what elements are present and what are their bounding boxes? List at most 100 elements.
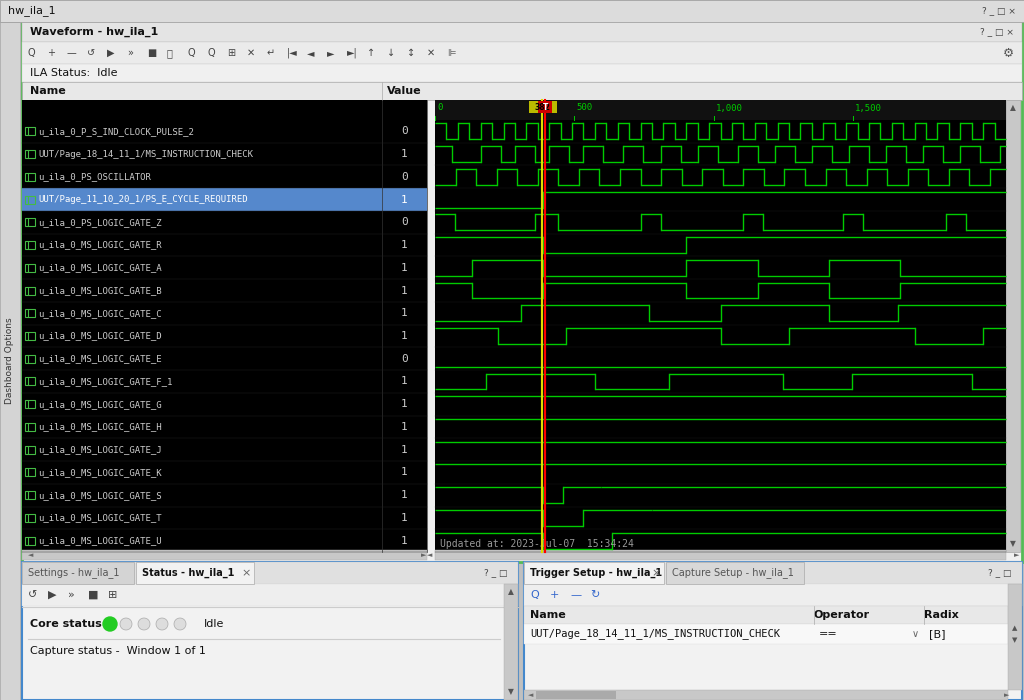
Bar — [25, 218, 35, 226]
Text: u_ila_0_MS_LOGIC_GATE_S: u_ila_0_MS_LOGIC_GATE_S — [38, 491, 162, 500]
Text: hw_ila_1: hw_ila_1 — [8, 6, 55, 17]
Text: u_ila_0_MS_LOGIC_GATE_A: u_ila_0_MS_LOGIC_GATE_A — [38, 263, 162, 272]
Bar — [524, 606, 1008, 624]
Text: T: T — [543, 102, 548, 111]
Text: u_ila_0_MS_LOGIC_GATE_B: u_ila_0_MS_LOGIC_GATE_B — [38, 286, 162, 295]
Text: 1,000: 1,000 — [716, 104, 742, 113]
Text: 1: 1 — [401, 490, 408, 500]
Bar — [25, 173, 35, 181]
Bar — [22, 550, 427, 560]
Bar — [25, 423, 35, 431]
Text: —: — — [67, 48, 77, 58]
Text: Capture status -  Window 1 of 1: Capture status - Window 1 of 1 — [30, 646, 206, 656]
Text: Value: Value — [387, 86, 422, 96]
Text: ◄: ◄ — [28, 552, 34, 558]
Text: UUT/Page_18_14_11_1/MS_INSTRUCTION_CHECK: UUT/Page_18_14_11_1/MS_INSTRUCTION_CHECK — [530, 629, 780, 640]
Text: 1: 1 — [401, 468, 408, 477]
Text: Dashboard Options: Dashboard Options — [5, 318, 14, 405]
Text: ✕: ✕ — [247, 48, 255, 58]
Bar — [524, 584, 1022, 606]
Text: ⊞: ⊞ — [108, 590, 118, 600]
Text: ⊞: ⊞ — [227, 48, 236, 58]
Bar — [1006, 100, 1020, 552]
Text: ? _ □: ? _ □ — [484, 568, 508, 578]
Text: 382: 382 — [535, 102, 551, 111]
Circle shape — [138, 618, 150, 630]
Bar — [25, 400, 35, 408]
Text: u_ila_0_PS_OSCILLATOR: u_ila_0_PS_OSCILLATOR — [38, 172, 151, 181]
Text: 1: 1 — [401, 262, 408, 273]
Text: 500: 500 — [577, 104, 593, 113]
Text: u_ila_0_MS_LOGIC_GATE_G: u_ila_0_MS_LOGIC_GATE_G — [38, 400, 162, 409]
Text: u_ila_0_MS_LOGIC_GATE_H: u_ila_0_MS_LOGIC_GATE_H — [38, 422, 162, 431]
Text: ↻: ↻ — [590, 590, 599, 600]
Text: Updated at: 2023-Jul-07  15:34:24: Updated at: 2023-Jul-07 15:34:24 — [440, 539, 634, 549]
Text: Name: Name — [30, 86, 66, 96]
Bar — [136, 562, 254, 584]
Text: 0: 0 — [401, 127, 408, 136]
Text: u_ila_0_P_S_IND_CLOCK_PULSE_2: u_ila_0_P_S_IND_CLOCK_PULSE_2 — [38, 127, 194, 136]
Text: 0: 0 — [437, 104, 442, 113]
Bar — [25, 355, 35, 363]
Text: Status - hw_ila_1: Status - hw_ila_1 — [142, 568, 234, 578]
Circle shape — [120, 618, 132, 630]
Text: ↺: ↺ — [87, 48, 95, 58]
Bar — [25, 195, 35, 204]
Bar — [524, 562, 1022, 584]
Text: ■: ■ — [88, 590, 98, 600]
Bar — [25, 377, 35, 386]
Text: ■: ■ — [147, 48, 157, 58]
Text: —: — — [570, 590, 582, 600]
Text: |◄: |◄ — [287, 48, 298, 58]
Text: +: + — [47, 48, 55, 58]
Text: UUT/Page_18_14_11_1/MS_INSTRUCTION_CHECK: UUT/Page_18_14_11_1/MS_INSTRUCTION_CHECK — [38, 150, 253, 159]
Bar — [435, 100, 1006, 120]
Text: ⎘: ⎘ — [167, 48, 173, 58]
Bar — [504, 584, 518, 700]
Text: 0: 0 — [401, 172, 408, 182]
Text: 1: 1 — [401, 422, 408, 432]
Text: ↑: ↑ — [367, 48, 375, 58]
Bar — [22, 82, 1022, 100]
Text: 1,500: 1,500 — [855, 104, 882, 113]
Text: ↵: ↵ — [267, 48, 275, 58]
Text: Idle: Idle — [204, 619, 224, 629]
Bar — [382, 188, 427, 211]
Text: 0: 0 — [401, 217, 408, 228]
Text: »: » — [68, 590, 75, 600]
Text: 1: 1 — [401, 399, 408, 409]
Text: ? _ □ ×: ? _ □ × — [982, 6, 1016, 15]
Text: ▲: ▲ — [1010, 104, 1016, 113]
Text: u_ila_0_MS_LOGIC_GATE_F_1: u_ila_0_MS_LOGIC_GATE_F_1 — [38, 377, 172, 386]
Text: 1: 1 — [401, 195, 408, 204]
Bar — [22, 562, 134, 584]
Text: UUT/Page_11_10_20_1/PS_E_CYCLE_REQUIRED: UUT/Page_11_10_20_1/PS_E_CYCLE_REQUIRED — [38, 195, 248, 204]
Bar — [25, 264, 35, 272]
Bar — [25, 241, 35, 249]
Text: u_ila_0_MS_LOGIC_GATE_U: u_ila_0_MS_LOGIC_GATE_U — [38, 536, 162, 545]
Text: ►: ► — [327, 48, 335, 58]
Text: u_ila_0_MS_LOGIC_GATE_C: u_ila_0_MS_LOGIC_GATE_C — [38, 309, 162, 318]
Bar — [22, 22, 1022, 562]
Text: »: » — [127, 48, 133, 58]
Text: u_ila_0_MS_LOGIC_GATE_E: u_ila_0_MS_LOGIC_GATE_E — [38, 354, 162, 363]
Text: ×: × — [651, 568, 660, 578]
Bar — [0, 0, 1024, 22]
Bar — [528, 101, 556, 113]
Text: Waveform - hw_ila_1: Waveform - hw_ila_1 — [30, 27, 159, 37]
Bar — [22, 22, 1022, 42]
Text: ILA Status:  Idle: ILA Status: Idle — [30, 68, 118, 78]
Text: u_ila_0_MS_LOGIC_GATE_D: u_ila_0_MS_LOGIC_GATE_D — [38, 332, 162, 340]
Bar — [435, 550, 1006, 560]
Text: ⚙: ⚙ — [1002, 46, 1014, 60]
Text: 1: 1 — [401, 444, 408, 455]
Text: ◄: ◄ — [528, 692, 534, 698]
Text: ►: ► — [1004, 692, 1010, 698]
Text: Operator: Operator — [814, 610, 870, 620]
Text: 1: 1 — [401, 286, 408, 295]
Bar — [539, 101, 552, 113]
Text: 1: 1 — [401, 377, 408, 386]
Text: Name: Name — [530, 610, 565, 620]
Text: 1: 1 — [401, 240, 408, 250]
Text: ✕: ✕ — [427, 48, 435, 58]
